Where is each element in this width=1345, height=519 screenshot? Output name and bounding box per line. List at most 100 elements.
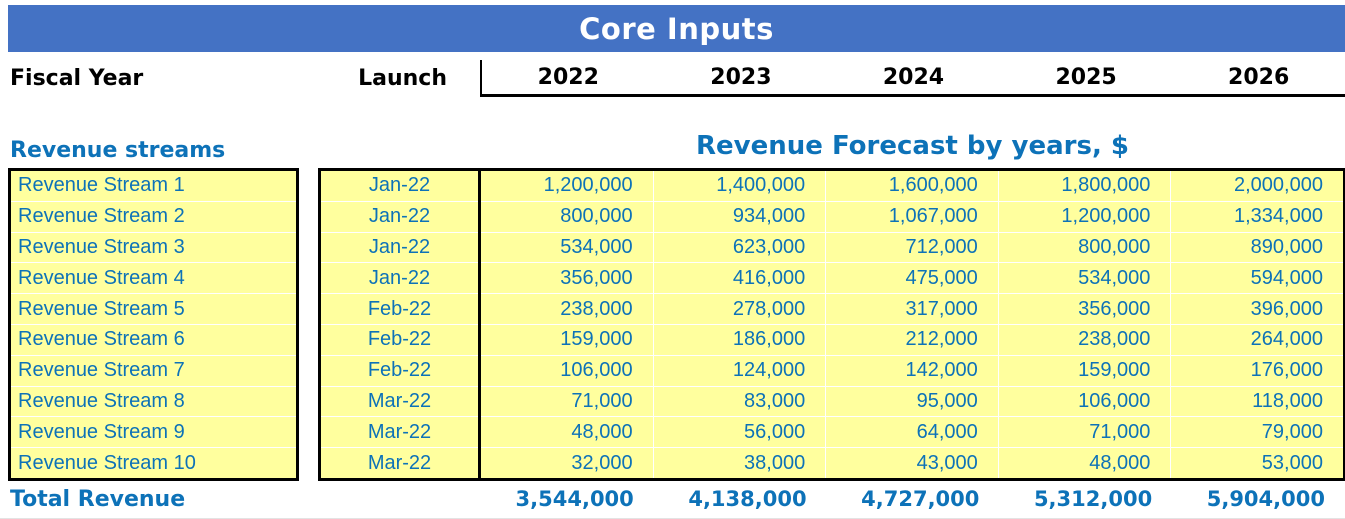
forecast-value-cell[interactable]: 53,000: [1170, 448, 1343, 478]
forecast-value-cell[interactable]: 1,200,000: [543, 174, 633, 197]
year-header-row: 2022 2023 2024 2025 2026: [480, 60, 1345, 97]
revenue-forecast-heading: Revenue Forecast by years, $: [696, 131, 1129, 161]
forecast-value-cell[interactable]: 48,000: [997, 448, 1171, 478]
fiscal-year-label: Fiscal Year: [10, 66, 144, 91]
stream-name-column: Revenue Stream 1 Revenue Stream 2 Revenue …: [8, 168, 299, 481]
revenue-streams-heading: Revenue streams: [10, 138, 226, 163]
forecast-value-cell[interactable]: 48,000: [571, 420, 633, 443]
forecast-value-cell[interactable]: 934,000: [652, 201, 826, 232]
stream-name-cell[interactable]: Revenue Stream 10: [11, 447, 296, 478]
forecast-value-cell[interactable]: 356,000: [560, 266, 633, 289]
table-row: 356,000 416,000 475,000 534,000 594,000: [481, 262, 1343, 294]
total-value-2026: 5,904,000: [1206, 487, 1325, 511]
stream-name-cell[interactable]: Revenue Stream 7: [11, 354, 296, 386]
forecast-value-cell[interactable]: 159,000: [997, 355, 1171, 386]
forecast-value-cell[interactable]: 2,000,000: [1170, 171, 1343, 201]
launch-date-cell[interactable]: Feb-22: [321, 323, 478, 355]
total-revenue-row: 3,544,000 4,138,000 4,727,000 5,312,000 …: [481, 483, 1345, 515]
forecast-value-cell[interactable]: 83,000: [652, 386, 826, 417]
forecast-value-cell[interactable]: 118,000: [1170, 386, 1343, 417]
launch-date-column: Jan-22 Jan-22 Jan-22 Jan-22 Feb-22 Feb-22 Feb-…: [318, 168, 481, 481]
stream-name-cell[interactable]: Revenue Stream 3: [11, 231, 296, 263]
forecast-value-cell[interactable]: 396,000: [1170, 294, 1343, 324]
launch-date-cell[interactable]: Mar-22: [321, 416, 478, 447]
forecast-value-cell[interactable]: 159,000: [560, 328, 633, 351]
total-value-2023: 4,138,000: [688, 487, 807, 511]
stream-name-cell[interactable]: Revenue Stream 8: [11, 385, 296, 417]
stream-name-cell[interactable]: Revenue Stream 6: [11, 323, 296, 355]
year-header-2026: 2026: [1228, 64, 1290, 90]
forecast-value-cell[interactable]: 712,000: [825, 232, 998, 263]
title-bar: Core Inputs: [8, 5, 1345, 52]
forecast-value-cell[interactable]: 43,000: [825, 448, 998, 478]
forecast-value-cell[interactable]: 1,600,000: [825, 171, 998, 201]
forecast-value-cell[interactable]: 890,000: [1170, 232, 1343, 263]
forecast-value-cell[interactable]: 1,800,000: [997, 171, 1171, 201]
table-row: 1,200,000 1,400,000 1,600,000 1,800,000 2,00…: [481, 171, 1343, 201]
forecast-value-cell[interactable]: 238,000: [560, 297, 633, 320]
forecast-value-cell[interactable]: 278,000: [652, 294, 826, 324]
forecast-value-cell[interactable]: 95,000: [825, 386, 998, 417]
forecast-value-cell[interactable]: 238,000: [997, 324, 1171, 355]
launch-date-cell[interactable]: Mar-22: [321, 447, 478, 478]
table-row: 159,000 186,000 212,000 238,000 264,000: [481, 323, 1343, 355]
forecast-value-cell[interactable]: 186,000: [652, 324, 826, 355]
launch-date-cell[interactable]: Mar-22: [321, 385, 478, 417]
launch-date-cell[interactable]: Jan-22: [321, 200, 478, 232]
forecast-value-cell[interactable]: 79,000: [1170, 417, 1343, 448]
forecast-value-cell[interactable]: 356,000: [997, 294, 1171, 324]
forecast-value-cell[interactable]: 475,000: [825, 263, 998, 294]
launch-column-label: Launch: [358, 66, 447, 91]
forecast-value-cell[interactable]: 416,000: [652, 263, 826, 294]
year-header-2023: 2023: [710, 64, 772, 90]
total-value-2024: 4,727,000: [861, 487, 980, 511]
forecast-value-cell[interactable]: 106,000: [997, 386, 1171, 417]
forecast-value-cell[interactable]: 142,000: [825, 355, 998, 386]
forecast-value-cell[interactable]: 56,000: [652, 417, 826, 448]
table-row: 800,000 934,000 1,067,000 1,200,000 1,334,00…: [481, 200, 1343, 232]
stream-name-cell[interactable]: Revenue Stream 4: [11, 262, 296, 293]
forecast-value-cell[interactable]: 1,400,000: [652, 171, 826, 201]
launch-date-cell[interactable]: Jan-22: [321, 262, 478, 293]
forecast-value-cell[interactable]: 800,000: [997, 232, 1171, 263]
forecast-value-cell[interactable]: 623,000: [652, 232, 826, 263]
forecast-value-cell[interactable]: 534,000: [560, 235, 633, 258]
forecast-value-cell[interactable]: 1,067,000: [825, 201, 998, 232]
forecast-value-cell[interactable]: 317,000: [825, 294, 998, 324]
forecast-value-cell[interactable]: 594,000: [1170, 263, 1343, 294]
forecast-value-cell[interactable]: 800,000: [560, 205, 633, 228]
launch-date-cell[interactable]: Jan-22: [368, 174, 431, 197]
forecast-value-cell[interactable]: 71,000: [997, 417, 1171, 448]
table-row: 48,000 56,000 64,000 71,000 79,000: [481, 416, 1343, 448]
forecast-value-cell[interactable]: 124,000: [652, 355, 826, 386]
table-row: 32,000 38,000 43,000 48,000 53,000: [481, 447, 1343, 478]
forecast-value-cell[interactable]: 176,000: [1170, 355, 1343, 386]
table-row: 238,000 278,000 317,000 356,000 396,000: [481, 293, 1343, 324]
year-header-2025: 2025: [1055, 64, 1117, 90]
forecast-value-cell[interactable]: 106,000: [560, 359, 633, 382]
page-title: Core Inputs: [579, 11, 774, 46]
total-revenue-label: Total Revenue: [10, 487, 186, 512]
year-header-2024: 2024: [882, 64, 945, 90]
forecast-value-cell[interactable]: 264,000: [1170, 324, 1343, 355]
forecast-value-cell[interactable]: 534,000: [997, 263, 1171, 294]
stream-name-cell[interactable]: Revenue Stream 1: [18, 174, 185, 197]
stream-name-cell[interactable]: Revenue Stream 5: [11, 293, 296, 324]
forecast-value-cell[interactable]: 64,000: [825, 417, 998, 448]
launch-date-cell[interactable]: Feb-22: [321, 293, 478, 324]
year-header-2022: 2022: [537, 64, 599, 90]
table-row: 534,000 623,000 712,000 800,000 890,000: [481, 231, 1343, 263]
table-row: 71,000 83,000 95,000 106,000 118,000: [481, 385, 1343, 417]
forecast-value-cell[interactable]: 212,000: [825, 324, 998, 355]
forecast-value-cell[interactable]: 1,200,000: [997, 201, 1171, 232]
forecast-value-cell[interactable]: 71,000: [571, 389, 633, 412]
launch-date-cell[interactable]: Feb-22: [321, 354, 478, 386]
stream-name-cell[interactable]: Revenue Stream 2: [11, 200, 296, 232]
stream-name-cell[interactable]: Revenue Stream 9: [11, 416, 296, 447]
forecast-value-cell[interactable]: 32,000: [571, 451, 633, 474]
forecast-value-cell[interactable]: 1,334,000: [1170, 201, 1343, 232]
total-value-2025: 5,312,000: [1033, 487, 1153, 511]
launch-date-cell[interactable]: Jan-22: [321, 231, 478, 263]
forecast-value-cell[interactable]: 38,000: [652, 448, 826, 478]
